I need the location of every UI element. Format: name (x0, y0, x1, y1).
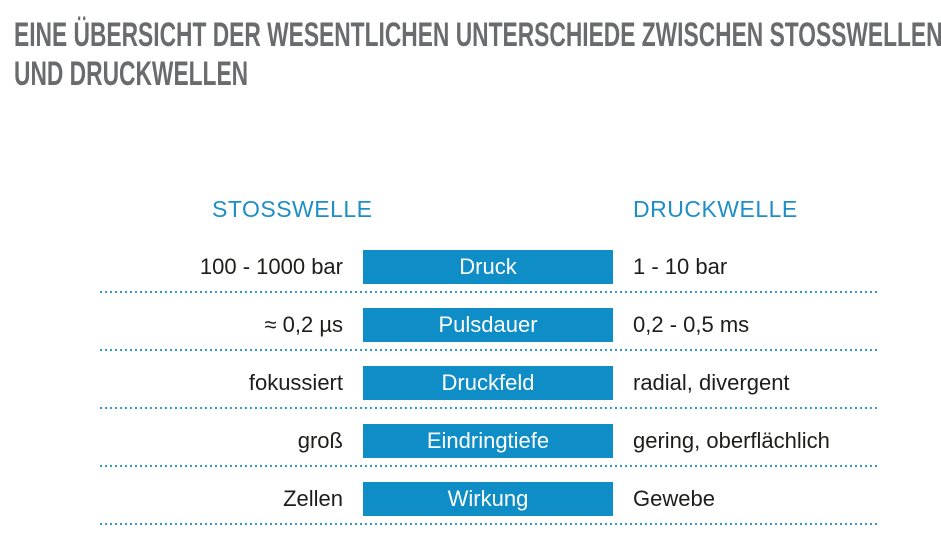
stosswelle-value: Zellen (283, 486, 343, 511)
row-label-badge: Druckfeld (363, 366, 613, 400)
column-header-stosswelle: STOSSWELLE (212, 196, 373, 222)
page-title-line-2: UND DRUCKWELLEN (14, 55, 249, 93)
druckwelle-value: gering, oberflächlich (633, 428, 830, 453)
table-row-pulsdauer: ≈ 0,2 µs Pulsdauer 0,2 - 0,5 ms (100, 308, 878, 366)
druckwelle-value: radial, divergent (633, 370, 790, 395)
table-row-druckfeld: fokussiert Druckfeld radial, divergent (100, 366, 878, 424)
stosswelle-value: fokussiert (248, 370, 343, 395)
row-label-badge: Eindringtiefe (363, 424, 613, 458)
dotted-divider (100, 407, 878, 409)
table-row-druck: 100 - 1000 bar Druck 1 - 10 bar (100, 250, 878, 308)
dotted-divider (100, 523, 878, 525)
table-header-row: STOSSWELLE DRUCKWELLE (100, 192, 878, 250)
stosswelle-value: groß (297, 428, 343, 453)
dotted-divider (100, 465, 878, 467)
druckwelle-value: 0,2 - 0,5 ms (633, 312, 750, 337)
page-title: EINE ÜBERSICHT DER WESENTLICHEN UNTERSCH… (14, 16, 941, 94)
table-row-wirkung: Zellen Wirkung Gewebe (100, 482, 878, 540)
page-title-line-1: EINE ÜBERSICHT DER WESENTLICHEN UNTERSCH… (14, 16, 941, 54)
table-row-eindringtiefe: groß Eindringtiefe gering, oberflächlich (100, 424, 878, 482)
stosswelle-value: ≈ 0,2 µs (264, 312, 343, 337)
dotted-divider (100, 291, 878, 293)
druckwelle-value: Gewebe (633, 486, 715, 511)
row-label-badge: Druck (363, 250, 613, 284)
row-label-badge: Wirkung (363, 482, 613, 516)
druckwelle-value: 1 - 10 bar (633, 254, 728, 279)
stosswelle-value: 100 - 1000 bar (199, 254, 343, 279)
row-label-badge: Pulsdauer (363, 308, 613, 342)
column-header-druckwelle: DRUCKWELLE (633, 196, 798, 222)
dotted-divider (100, 349, 878, 351)
comparison-table: STOSSWELLE DRUCKWELLE 100 - 1000 bar Dru… (100, 192, 878, 540)
